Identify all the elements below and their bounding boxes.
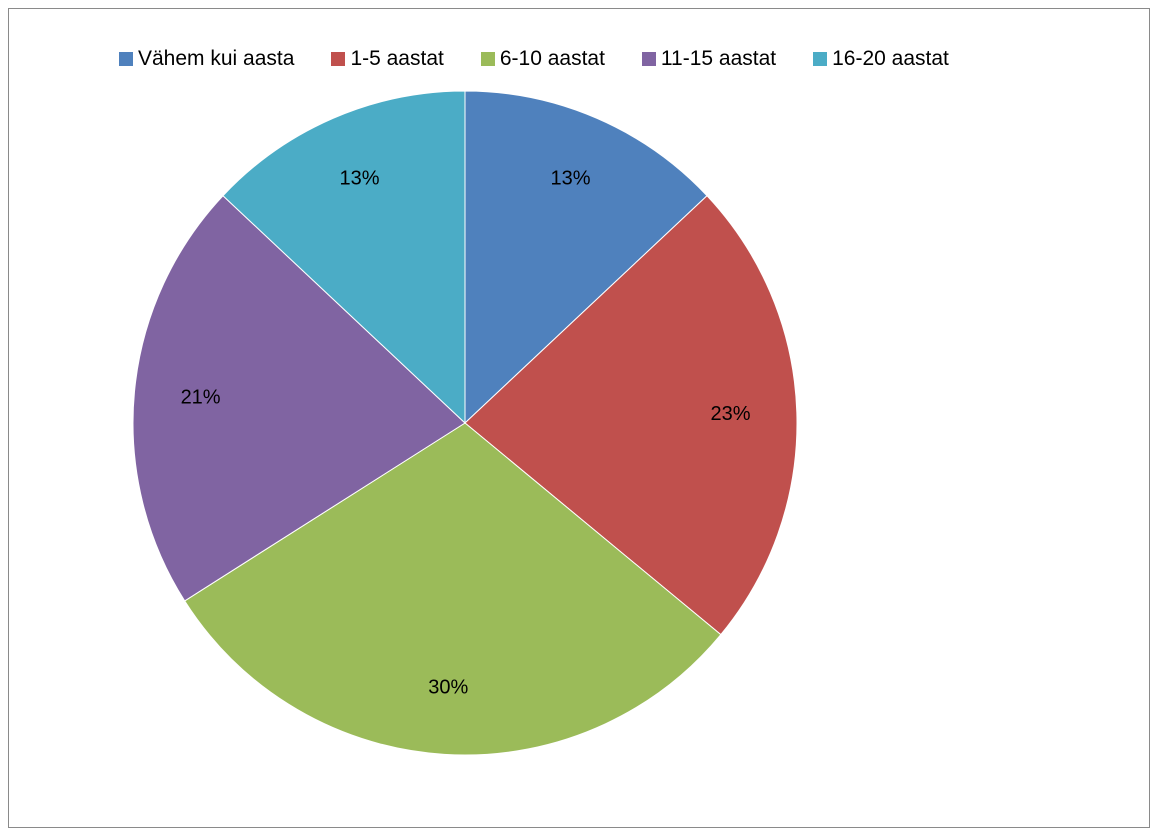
legend-item: Vähem kui aasta xyxy=(119,47,294,71)
legend-swatch xyxy=(331,52,346,66)
legend-label: 1-5 aastat xyxy=(350,47,444,70)
legend-swatch xyxy=(119,52,133,66)
legend-swatch xyxy=(641,52,656,66)
legend-item: 11-15 aastat xyxy=(641,47,777,71)
legend-swatch xyxy=(813,52,828,66)
data-label: 30% xyxy=(428,676,468,698)
legend-item: 1-5 aastat xyxy=(331,47,444,71)
data-label: 13% xyxy=(340,168,380,190)
pie-slice xyxy=(183,422,722,756)
legend-label: 11-15 aastat xyxy=(660,47,777,70)
pie-slice xyxy=(132,195,466,602)
legend-swatch xyxy=(480,52,495,66)
pie-slice xyxy=(222,90,466,425)
data-label: 13% xyxy=(550,168,590,190)
legend-item: 6-10 aastat xyxy=(480,47,605,71)
legend-label: 6-10 aastat xyxy=(499,47,605,70)
pie-slice xyxy=(464,195,798,636)
legend-label: 16-20 aastat xyxy=(832,47,949,70)
data-label: 21% xyxy=(181,386,221,408)
data-label: 23% xyxy=(710,403,750,425)
legend: Vähem kui aasta 1-5 aastat 6-10 aastat 1… xyxy=(9,47,1149,71)
legend-label: Vähem kui aasta xyxy=(138,47,295,70)
legend-item: 16-20 aastat xyxy=(813,47,949,71)
pie-slice xyxy=(464,90,708,425)
